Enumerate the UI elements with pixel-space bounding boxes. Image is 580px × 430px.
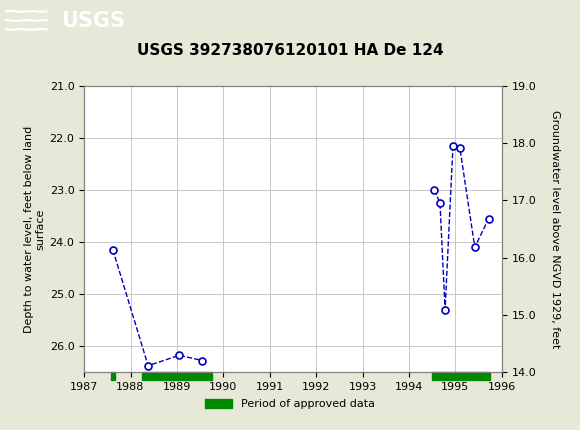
Bar	[111, 372, 115, 380]
Bar	[142, 372, 212, 380]
Text: USGS: USGS	[61, 11, 125, 31]
Legend: Period of approved data: Period of approved data	[200, 395, 380, 414]
Bar	[432, 372, 490, 380]
Y-axis label: Depth to water level, feet below land
surface: Depth to water level, feet below land su…	[24, 126, 45, 332]
Text: USGS 392738076120101 HA De 124: USGS 392738076120101 HA De 124	[137, 43, 443, 58]
Y-axis label: Groundwater level above NGVD 1929, feet: Groundwater level above NGVD 1929, feet	[550, 110, 560, 348]
